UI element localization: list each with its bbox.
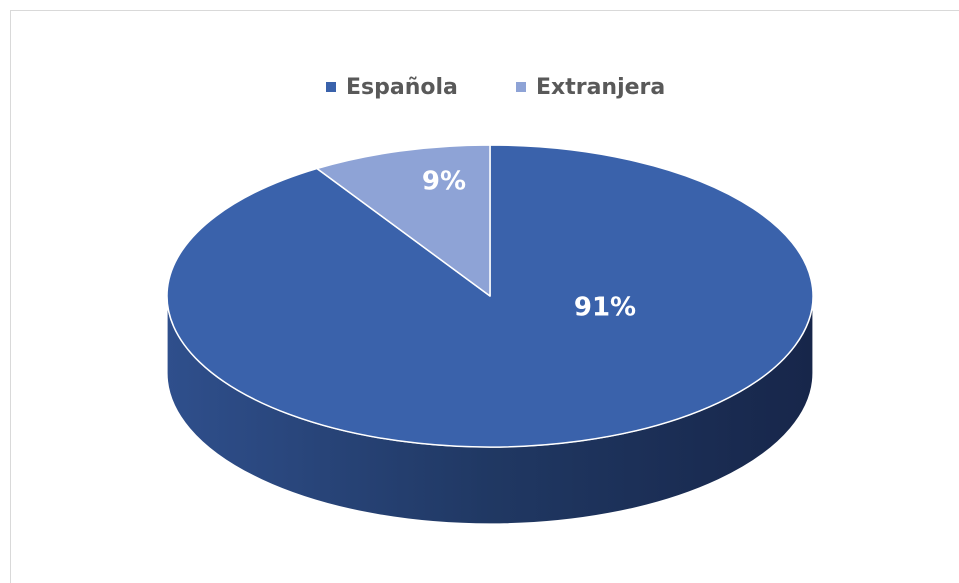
- data-label-española: 91%: [574, 293, 636, 323]
- pie-slice-extranjera: [316, 144, 491, 297]
- legend-label-española: Española: [346, 75, 458, 100]
- pie-slices: [166, 144, 814, 448]
- legend-label-extranjera: Extranjera: [536, 75, 665, 100]
- legend-swatch-española: [326, 82, 336, 92]
- legend-swatch-extranjera: [516, 82, 526, 92]
- pie-data-labels: 91% 9%: [422, 167, 636, 323]
- legend: Española Extranjera: [326, 75, 665, 100]
- data-label-extranjera: 9%: [422, 167, 466, 197]
